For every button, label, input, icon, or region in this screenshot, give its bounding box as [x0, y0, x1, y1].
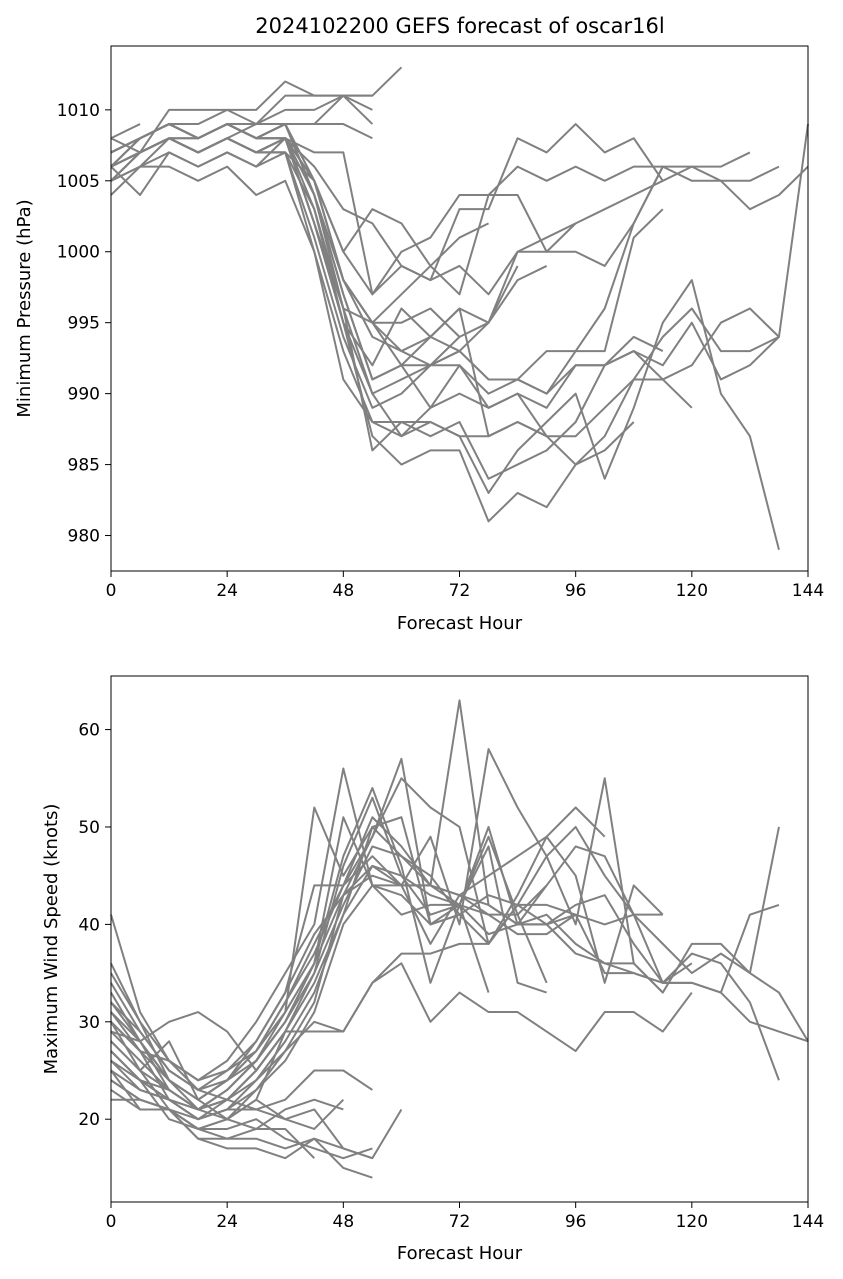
pressure-x-tick-label: 144	[792, 581, 824, 601]
wind-x-tick-label: 24	[216, 1212, 238, 1232]
pressure-x-tick-label: 48	[333, 581, 355, 601]
wind-member-line-3	[110, 826, 780, 1111]
pressure-y-tick-label: 985	[68, 456, 100, 476]
pressure-member-line-5	[110, 137, 780, 523]
pressure-member-line-23	[110, 94, 374, 154]
pressure-member-line-18	[110, 123, 489, 324]
wind-y-tick-label: 30	[78, 1013, 100, 1033]
pressure-series-group	[110, 66, 809, 550]
pressure-x-tick-label: 24	[216, 581, 238, 601]
wind-member-line-10	[110, 806, 664, 1111]
pressure-y-tick-label: 1000	[57, 243, 100, 263]
wind-member-line-26	[110, 1021, 287, 1121]
pressure-y-tick-label: 980	[68, 527, 100, 547]
wind-series-group	[110, 699, 809, 1179]
pressure-y-tick-label: 1005	[57, 172, 100, 192]
wind-y-tick-label: 50	[78, 818, 100, 838]
wind-member-line-27	[110, 1001, 258, 1072]
wind-x-axis-label: Forecast Hour	[397, 1243, 523, 1264]
pressure-y-tick-label: 995	[68, 314, 100, 334]
pressure-ticks-group: 0 24 48 72 96 120 144 980 985 990 995 1000 1005 1010	[57, 101, 824, 601]
pressure-member-line-11	[110, 137, 664, 438]
wind-y-axis-label: Maximum Wind Speed (knots)	[41, 804, 62, 1075]
pressure-member-line-19	[110, 137, 461, 367]
wind-member-line-9	[110, 748, 664, 1091]
pressure-y-tick-label: 1010	[57, 101, 100, 121]
pressure-member-line-14	[110, 123, 664, 282]
wind-member-line-24	[110, 1011, 345, 1130]
wind-y-tick-label: 40	[78, 915, 100, 935]
wind-ticks-group: 0 24 48 72 96 120 144 20 30 40 50 60	[78, 721, 824, 1232]
pressure-member-line-9	[110, 123, 780, 296]
pressure-y-axis-label: Minimum Pressure (hPa)	[14, 199, 35, 417]
pressure-member-line-1	[110, 123, 751, 338]
wind-member-line-25	[110, 1089, 315, 1159]
wind-x-tick-label: 0	[106, 1212, 117, 1232]
pressure-x-tick-label: 72	[449, 581, 471, 601]
wind-member-line-7	[110, 962, 693, 1111]
figure-title: 2024102200 GEFS forecast of oscar16l	[255, 14, 664, 38]
wind-member-line-16	[110, 787, 490, 1111]
pressure-x-tick-label: 120	[676, 581, 708, 601]
pressure-y-tick-label: 990	[68, 385, 100, 405]
pressure-chart: 0 24 48 72 96 120 144980985990995100010051010 …	[14, 45, 824, 634]
wind-x-tick-label: 144	[792, 1212, 824, 1232]
pressure-x-tick-label: 96	[565, 581, 587, 601]
wind-x-tick-label: 96	[565, 1212, 587, 1232]
wind-member-line-12	[110, 767, 577, 1082]
pressure-member-line-7	[110, 137, 693, 438]
pressure-member-line-20	[110, 123, 141, 140]
pressure-x-axis-label: Forecast Hour	[397, 613, 523, 634]
wind-member-line-13	[110, 816, 548, 1101]
pressure-member-line-25	[110, 94, 373, 168]
wind-x-tick-label: 48	[333, 1212, 355, 1232]
wind-member-line-11	[110, 806, 606, 1091]
wind-member-line-17	[110, 757, 460, 1121]
wind-y-tick-label: 20	[78, 1110, 100, 1130]
wind-y-tick-label: 60	[78, 721, 100, 741]
pressure-x-tick-label: 0	[106, 581, 117, 601]
wind-x-tick-label: 120	[676, 1212, 708, 1232]
wind-member-line-21	[110, 1079, 373, 1160]
wind-x-tick-label: 72	[449, 1212, 471, 1232]
wind-member-line-1	[110, 777, 809, 1082]
